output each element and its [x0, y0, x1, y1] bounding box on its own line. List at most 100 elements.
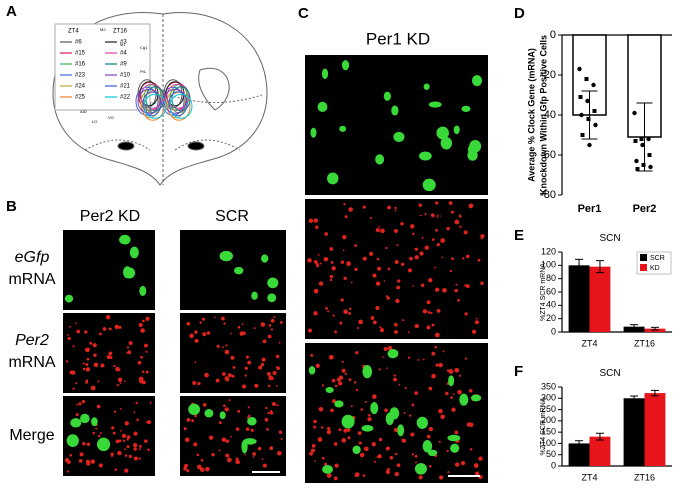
red-puncta: [333, 476, 338, 481]
red-puncta: [475, 317, 478, 320]
red-puncta: [105, 314, 111, 320]
data-point: [577, 66, 582, 72]
y-tick-label: 350: [541, 381, 556, 391]
red-puncta: [349, 307, 352, 311]
micrograph: [305, 55, 488, 195]
red-puncta: [343, 276, 347, 281]
red-puncta: [412, 232, 415, 236]
red-puncta: [133, 411, 136, 414]
green-cell: [308, 366, 316, 375]
y-axis-label: %ZT4 SCR mRNA: [540, 263, 547, 321]
red-puncta: [82, 367, 86, 371]
y-tick-label: 300: [541, 393, 556, 403]
red-puncta: [69, 453, 73, 457]
red-puncta: [439, 475, 444, 480]
red-puncta: [386, 367, 388, 370]
red-puncta: [149, 401, 152, 404]
red-puncta: [268, 324, 272, 327]
green-cell: [467, 149, 478, 161]
red-puncta: [275, 354, 280, 359]
green-cell: [370, 402, 379, 415]
red-puncta: [343, 203, 346, 206]
red-puncta: [100, 363, 105, 368]
red-puncta: [414, 255, 419, 260]
green-cell: [341, 60, 350, 71]
data-point: [639, 137, 644, 141]
red-puncta: [341, 360, 344, 363]
red-puncta: [343, 309, 348, 315]
red-puncta: [354, 474, 357, 477]
red-puncta: [65, 360, 69, 363]
red-puncta: [110, 452, 114, 456]
red-puncta: [446, 449, 449, 453]
injection-site: [168, 91, 188, 117]
red-puncta: [267, 334, 272, 339]
red-puncta: [310, 353, 314, 357]
red-puncta: [135, 401, 138, 405]
red-puncta: [451, 257, 454, 261]
red-puncta: [137, 360, 142, 365]
red-puncta: [407, 331, 410, 334]
red-puncta: [460, 461, 466, 466]
red-puncta: [408, 356, 411, 359]
image-label: eGfp mRNA: [406, 63, 474, 77]
red-puncta: [438, 408, 443, 414]
red-puncta: [329, 274, 334, 279]
y-axis-label: %ZT4 SCR mRNA: [540, 397, 547, 455]
red-puncta: [343, 428, 348, 433]
red-puncta: [224, 349, 230, 355]
green-cell: [393, 131, 405, 142]
green-cell: [188, 403, 201, 416]
red-puncta: [114, 324, 120, 330]
green-cell: [361, 424, 374, 432]
red-puncta: [326, 473, 332, 478]
green-cell: [422, 440, 433, 453]
green-cell: [310, 127, 317, 138]
red-puncta: [224, 407, 229, 412]
red-puncta: [463, 230, 468, 235]
panel-c-title: Per1 KD: [366, 29, 430, 48]
red-puncta: [311, 444, 316, 448]
red-puncta: [438, 440, 441, 443]
red-puncta: [126, 435, 131, 439]
green-cell: [436, 126, 449, 140]
data-point: [580, 133, 585, 137]
red-puncta: [99, 431, 102, 434]
red-puncta: [434, 332, 440, 338]
y-axis-label: Average % Clock Gene (mRNA): [526, 48, 536, 182]
y-tick-label: 50: [546, 449, 556, 459]
red-puncta: [265, 406, 268, 410]
red-puncta: [115, 439, 120, 444]
red-puncta: [327, 310, 330, 313]
green-cell: [243, 438, 257, 445]
red-puncta: [119, 382, 122, 385]
red-puncta: [86, 461, 91, 466]
green-cell: [453, 125, 460, 135]
red-puncta: [315, 263, 319, 267]
red-puncta: [419, 251, 424, 256]
red-puncta: [208, 435, 214, 440]
region-label: LO: [92, 119, 97, 124]
red-puncta: [186, 469, 190, 473]
red-puncta: [320, 426, 324, 429]
red-puncta: [225, 439, 230, 443]
red-puncta: [120, 429, 122, 432]
red-puncta: [353, 381, 357, 384]
red-puncta: [85, 363, 89, 366]
gene: Per1: [407, 207, 433, 221]
red-puncta: [141, 319, 145, 323]
red-puncta: [307, 258, 312, 263]
red-puncta: [442, 350, 445, 353]
green-cell: [469, 139, 482, 153]
red-puncta: [354, 244, 357, 247]
injection-site: [169, 93, 193, 119]
red-puncta: [227, 373, 232, 378]
red-puncta: [111, 426, 115, 430]
red-puncta: [458, 214, 462, 218]
red-puncta: [221, 316, 225, 321]
red-puncta: [230, 332, 233, 335]
red-puncta: [262, 339, 267, 344]
legend-label: #10: [120, 73, 131, 79]
red-puncta: [200, 458, 204, 462]
red-puncta: [418, 203, 422, 207]
